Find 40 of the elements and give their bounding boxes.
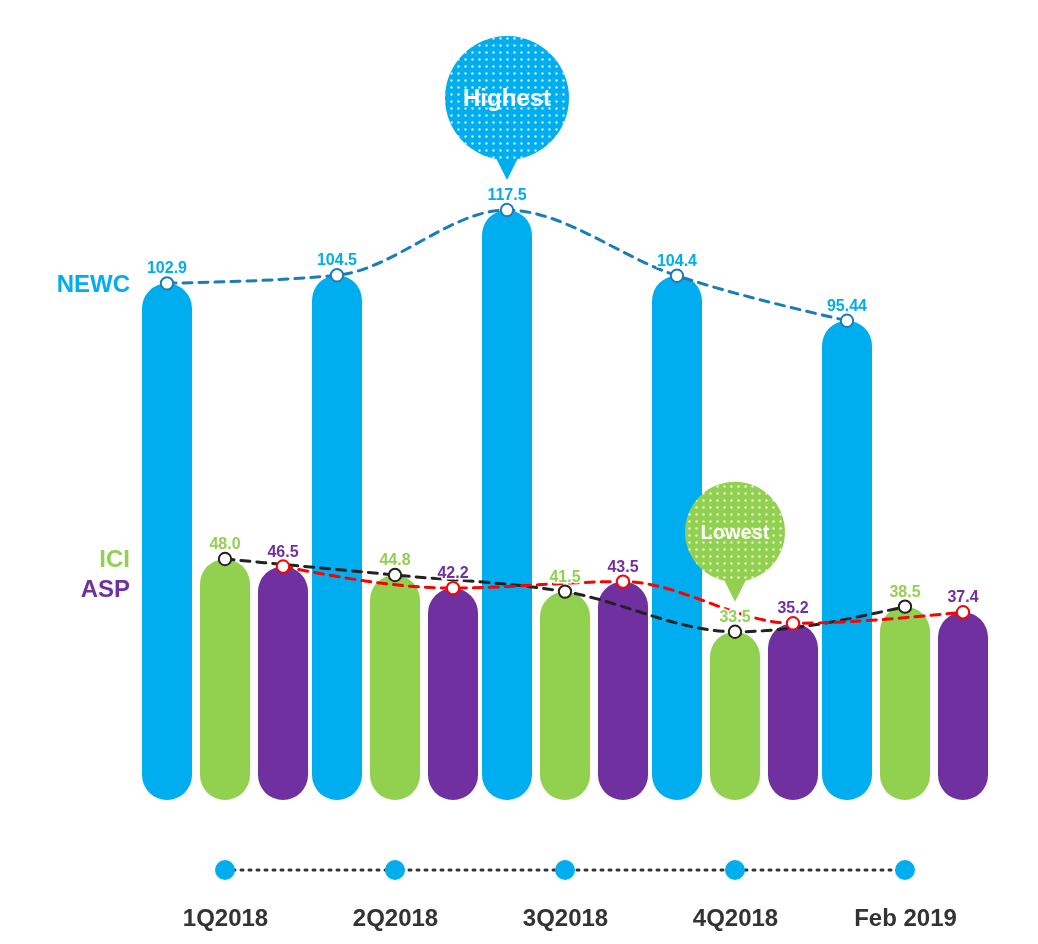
bar [598, 581, 648, 800]
bar [652, 275, 702, 800]
bar [200, 558, 250, 800]
bar [428, 588, 478, 800]
bar [822, 320, 872, 800]
data-label: 41.5 [549, 567, 581, 585]
bar [880, 606, 930, 800]
x-tick-label: Feb 2019 [854, 904, 957, 932]
text: ICI [99, 545, 130, 573]
data-label: 104.4 [656, 251, 698, 269]
data-label: 102.9 [146, 259, 188, 277]
bar [312, 275, 362, 800]
data-label: 117.5 [487, 186, 527, 203]
x-tick-label: 4Q2018 [692, 904, 779, 932]
x-tick-label: 1Q2018 [182, 904, 269, 932]
bar [370, 575, 420, 800]
data-label: 95.44 [826, 296, 868, 314]
data-label: 37.4 [947, 588, 979, 606]
data-label: 38.5 [889, 582, 921, 600]
annotation: Lowest [700, 520, 770, 543]
data-label: 44.8 [379, 551, 411, 569]
data-label: 43.5 [607, 557, 639, 575]
series-label: NEWC [56, 269, 130, 297]
data-label: 104.5 [316, 251, 358, 269]
x-tick-label: 3Q2018 [522, 904, 609, 932]
bar [482, 210, 532, 800]
text: Highest [462, 84, 552, 112]
bar [540, 591, 590, 800]
data-label: 33.5 [719, 607, 751, 625]
bar [258, 566, 308, 800]
bar [142, 283, 192, 800]
bar [938, 612, 988, 800]
data-label: 35.2 [777, 599, 809, 617]
x-tick-label: 2Q2018 [352, 904, 439, 932]
text: ASP [80, 575, 130, 603]
data-label: 42.2 [437, 564, 469, 582]
bar [768, 623, 818, 800]
bar [710, 631, 760, 800]
data-label: 48.0 [209, 534, 241, 552]
data-label: 46.5 [267, 542, 299, 560]
